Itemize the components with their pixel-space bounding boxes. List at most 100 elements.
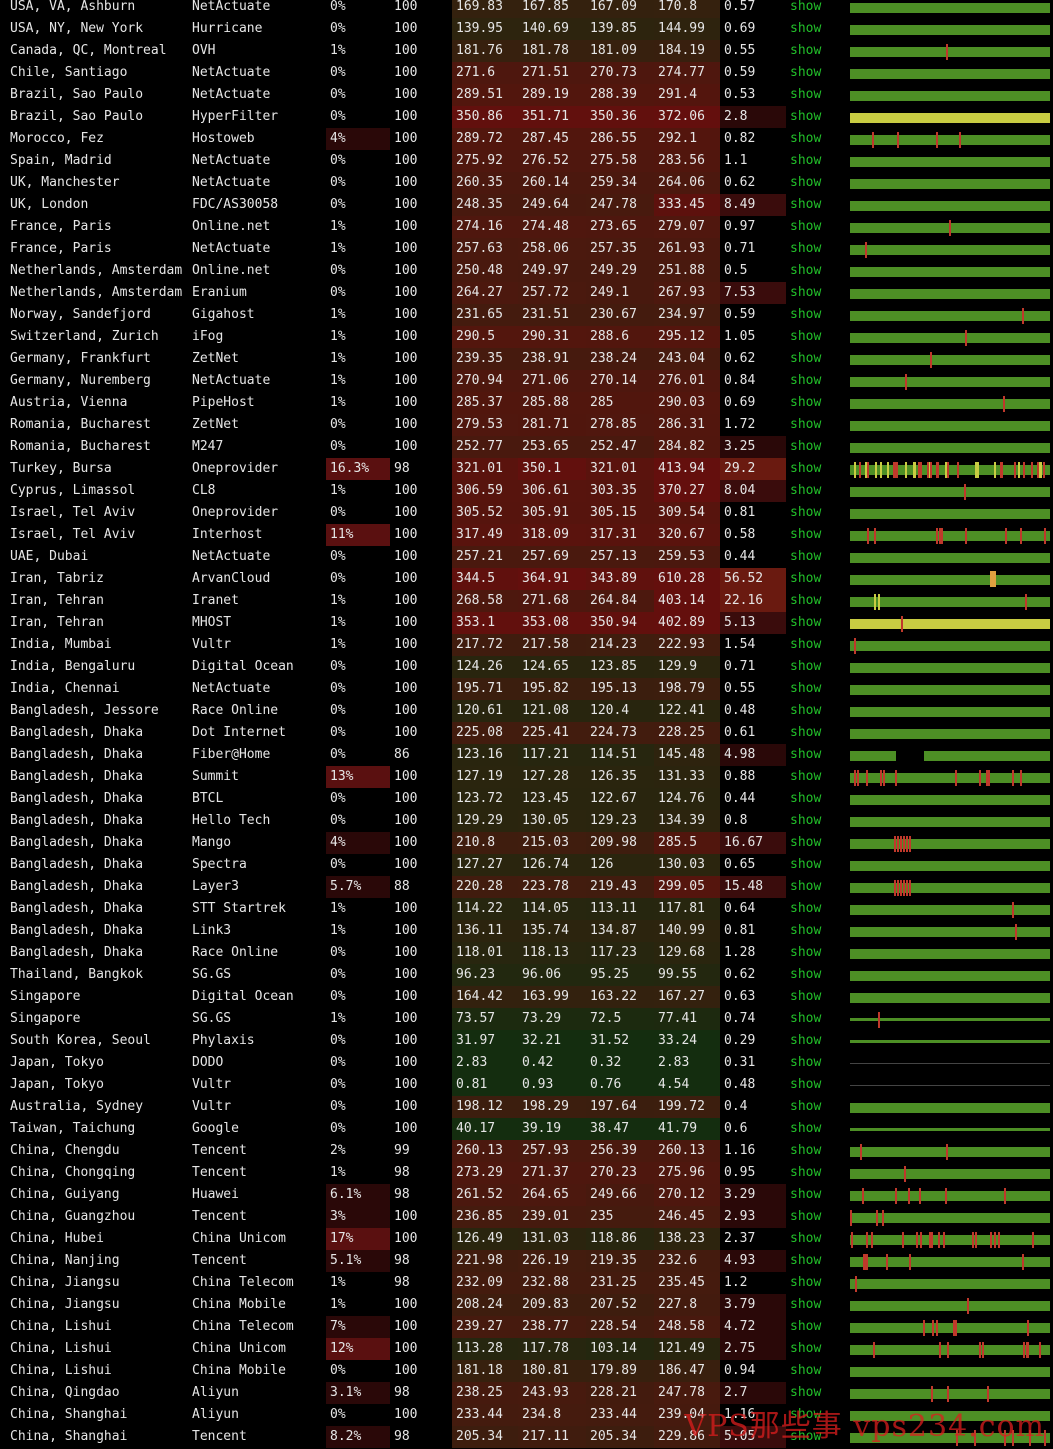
show-link[interactable]: show	[790, 329, 822, 344]
stdev-cell: 0.59	[724, 307, 756, 322]
show-link[interactable]: show	[790, 1319, 822, 1334]
show-link[interactable]: show	[790, 1363, 822, 1378]
show-link[interactable]: show	[790, 1341, 822, 1356]
show-link[interactable]: show	[790, 197, 822, 212]
show-link[interactable]: show	[790, 395, 822, 410]
show-link[interactable]: show	[790, 703, 822, 718]
last-cell: 127.27	[452, 854, 518, 876]
show-link[interactable]: show	[790, 1275, 822, 1290]
show-link[interactable]: show	[790, 1055, 822, 1070]
show-link[interactable]: show	[790, 109, 822, 124]
show-link[interactable]: show	[790, 549, 822, 564]
show-link[interactable]: show	[790, 0, 822, 14]
last-cell: 221.98	[452, 1250, 518, 1272]
best-cell: 207.52	[586, 1294, 654, 1316]
latency-bar	[850, 927, 1050, 937]
show-link[interactable]: show	[790, 725, 822, 740]
show-link[interactable]: show	[790, 879, 822, 894]
show-link[interactable]: show	[790, 967, 822, 982]
show-link[interactable]: show	[790, 835, 822, 850]
show-link[interactable]: show	[790, 263, 822, 278]
show-link[interactable]: show	[790, 901, 822, 916]
show-link[interactable]: show	[790, 219, 822, 234]
show-link[interactable]: show	[790, 1253, 822, 1268]
show-link[interactable]: show	[790, 813, 822, 828]
latency-graph	[850, 1184, 1050, 1206]
show-link[interactable]: show	[790, 1187, 822, 1202]
loss-spike	[979, 1342, 981, 1358]
show-link[interactable]: show	[790, 65, 822, 80]
last-cell: 114.22	[452, 898, 518, 920]
show-link[interactable]: show	[790, 659, 822, 674]
show-link[interactable]: show	[790, 1121, 822, 1136]
show-link[interactable]: show	[790, 21, 822, 36]
show-link[interactable]: show	[790, 637, 822, 652]
show-link[interactable]: show	[790, 505, 822, 520]
latency-bar	[850, 69, 1050, 79]
best-cell: 72.5	[586, 1008, 654, 1030]
show-link[interactable]: show	[790, 1407, 822, 1422]
worst-cell: 295.12	[654, 326, 720, 348]
sent-cell: 100	[394, 285, 418, 300]
show-link[interactable]: show	[790, 593, 822, 608]
location-cell: Australia, Sydney	[10, 1099, 144, 1114]
show-link[interactable]: show	[790, 373, 822, 388]
show-link[interactable]: show	[790, 439, 822, 454]
show-link[interactable]: show	[790, 1099, 822, 1114]
show-link[interactable]: show	[790, 241, 822, 256]
show-link[interactable]: show	[790, 1209, 822, 1224]
show-link[interactable]: show	[790, 989, 822, 1004]
loss-spike	[964, 484, 966, 500]
loss-spike	[854, 638, 856, 654]
latency-graph	[850, 84, 1050, 106]
show-link[interactable]: show	[790, 571, 822, 586]
show-link[interactable]: show	[790, 153, 822, 168]
loss-spike	[986, 770, 988, 786]
stdev-cell: 0.81	[724, 505, 756, 520]
loss-cell: 1%	[330, 1275, 346, 1290]
show-link[interactable]: show	[790, 175, 822, 190]
worst-cell: 33.24	[654, 1030, 720, 1052]
show-link[interactable]: show	[790, 461, 822, 476]
show-link[interactable]: show	[790, 747, 822, 762]
show-link[interactable]: show	[790, 1231, 822, 1246]
loss-spike	[998, 1232, 1000, 1248]
show-link[interactable]: show	[790, 1077, 822, 1092]
stdev-cell: 1.28	[724, 945, 756, 960]
show-link[interactable]: show	[790, 1165, 822, 1180]
show-link[interactable]: show	[790, 527, 822, 542]
show-link[interactable]: show	[790, 417, 822, 432]
show-link[interactable]: show	[790, 43, 822, 58]
provider-cell: Gigahost	[192, 307, 255, 322]
show-link[interactable]: show	[790, 857, 822, 872]
show-link[interactable]: show	[790, 923, 822, 938]
avg-cell: 181.78	[518, 40, 586, 62]
sent-cell: 100	[394, 835, 418, 850]
show-link[interactable]: show	[790, 791, 822, 806]
show-link[interactable]: show	[790, 351, 822, 366]
show-link[interactable]: show	[790, 1143, 822, 1158]
show-link[interactable]: show	[790, 131, 822, 146]
latency-bar	[850, 751, 896, 761]
stdev-cell: 0.62	[724, 351, 756, 366]
show-link[interactable]: show	[790, 945, 822, 960]
show-link[interactable]: show	[790, 483, 822, 498]
show-link[interactable]: show	[790, 1033, 822, 1048]
show-link[interactable]: show	[790, 307, 822, 322]
loss-spike	[1000, 462, 1002, 478]
location-cell: USA, NY, New York	[10, 21, 144, 36]
show-link[interactable]: show	[790, 285, 822, 300]
loss-spike	[1043, 462, 1045, 478]
show-link[interactable]: show	[790, 1429, 822, 1444]
loss-spike	[1037, 462, 1039, 478]
show-link[interactable]: show	[790, 1297, 822, 1312]
worst-cell: 247.78	[654, 1382, 720, 1404]
show-link[interactable]: show	[790, 769, 822, 784]
show-link[interactable]: show	[790, 1011, 822, 1026]
show-link[interactable]: show	[790, 681, 822, 696]
show-link[interactable]: show	[790, 87, 822, 102]
latency-bar	[850, 1433, 1050, 1443]
latency-graph	[850, 1228, 1050, 1250]
show-link[interactable]: show	[790, 1385, 822, 1400]
show-link[interactable]: show	[790, 615, 822, 630]
